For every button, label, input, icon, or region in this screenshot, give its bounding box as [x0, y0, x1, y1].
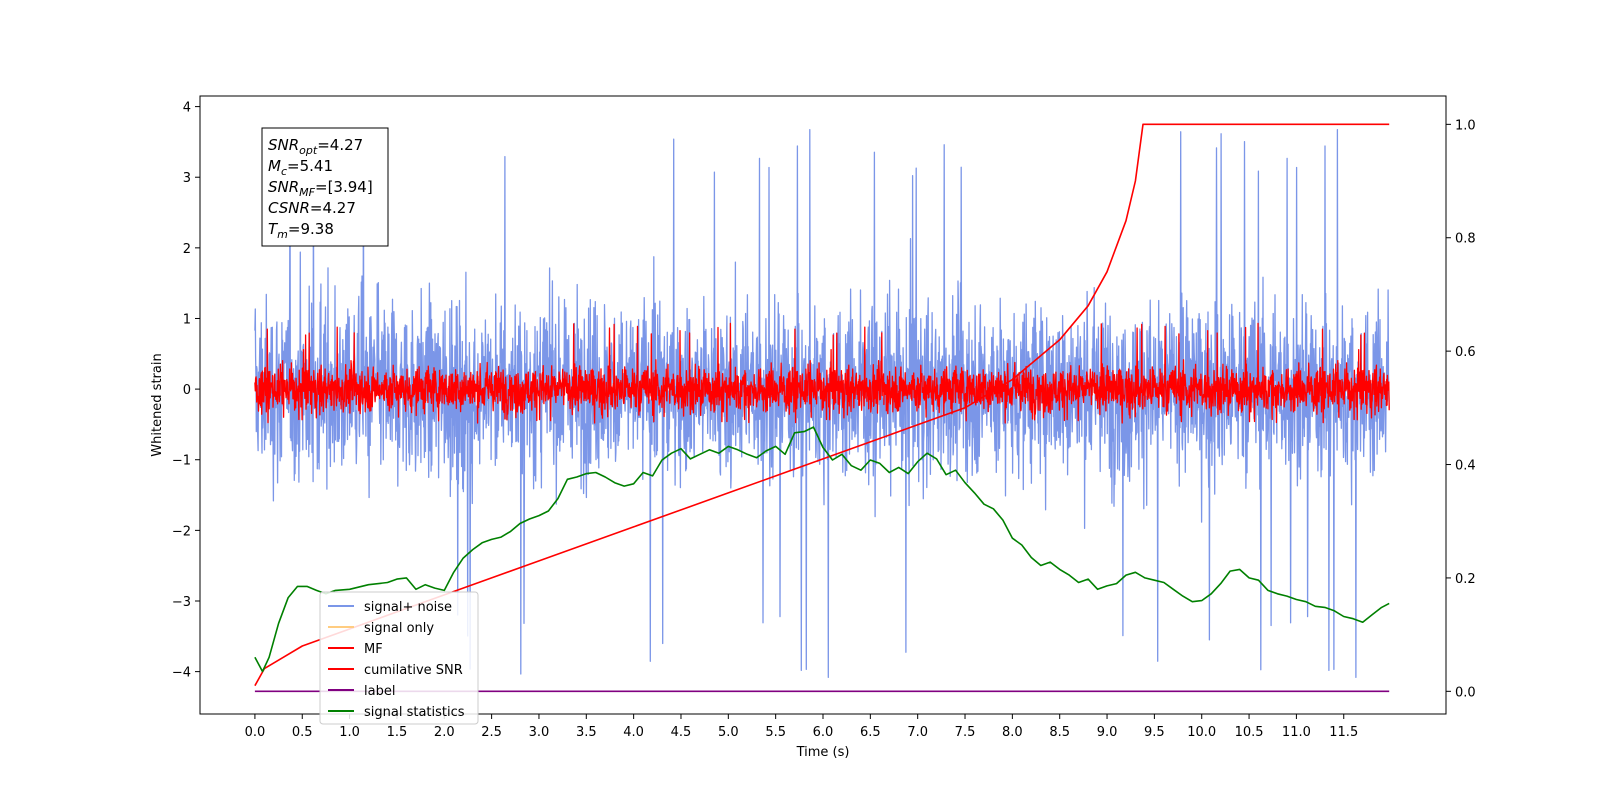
x-tick-label: 5.5: [765, 725, 786, 740]
series-line-5: [254, 426, 1390, 673]
x-tick-label: 5.0: [718, 725, 739, 740]
annotation-line: CSNR=4.27: [268, 199, 356, 217]
annotation-value: =5.41: [287, 157, 333, 175]
x-tick-label: 0.5: [292, 725, 313, 740]
x-tick-label: 2.0: [434, 725, 455, 740]
annotation-subscript: c: [281, 165, 287, 178]
x-tick-label: 9.5: [1144, 725, 1165, 740]
y-axis-label: Whitened strain: [150, 353, 165, 456]
x-tick-label: 8.5: [1049, 725, 1070, 740]
legend-entry: signal only: [364, 621, 434, 636]
legend-entry: label: [364, 684, 395, 699]
annotation-symbol: SNR: [268, 136, 299, 154]
annotation-value: =9.38: [288, 220, 334, 238]
annotation-line: Tm=9.38: [268, 220, 334, 241]
y-tick-label: −4: [172, 666, 191, 681]
annotation-subscript: opt: [299, 144, 318, 157]
x-tick-label: 11.5: [1329, 725, 1358, 740]
y-tick-label: 3: [183, 171, 191, 186]
legend-entry: signal+ noise: [364, 600, 452, 615]
y2-tick-label: 0.8: [1455, 232, 1476, 247]
x-tick-label: 6.5: [860, 725, 881, 740]
y2-tick-label: 0.4: [1455, 459, 1476, 474]
x-tick-label: 8.0: [1002, 725, 1023, 740]
annotation-line: Mc=5.41: [268, 157, 333, 178]
y-tick-label: 0: [183, 383, 191, 398]
x-tick-label: 4.5: [671, 725, 692, 740]
x-tick-label: 1.0: [339, 725, 360, 740]
y-tick-label: 4: [183, 101, 191, 116]
y2-tick-label: 0.2: [1455, 572, 1476, 587]
y2-tick-label: 1.0: [1455, 118, 1476, 133]
annotation-value: =[3.94]: [315, 178, 373, 196]
y-tick-label: 1: [183, 312, 191, 327]
x-tick-label: 7.5: [955, 725, 976, 740]
y-tick-label: 2: [183, 242, 191, 257]
annotation-symbol: CSNR: [268, 199, 310, 217]
x-axis-label: Time (s): [796, 745, 850, 760]
y-axis-right: 0.0 0.2 0.4 0.6 0.8 1.0: [1446, 118, 1476, 700]
x-tick-label: 4.0: [623, 725, 644, 740]
x-tick-label: 9.0: [1097, 725, 1118, 740]
annotation-box: SNRopt=4.27Mc=5.41SNRMF=[3.94]CSNR=4.27T…: [261, 127, 389, 247]
x-tick-label: 11.0: [1282, 725, 1311, 740]
x-tick-label: 1.5: [387, 725, 408, 740]
annotation-line: SNRMF=[3.94]: [268, 178, 373, 199]
legend-entry: cumilative SNR: [364, 663, 463, 678]
legend: signal+ noise signal only MF cumilative SNR…: [319, 591, 479, 725]
y-axis-left: −4 −3 −2 −1 0 1 2 3 4: [172, 101, 200, 681]
series-line-2: [254, 322, 1390, 424]
legend-entry: MF: [364, 642, 383, 657]
y-tick-label: −2: [172, 524, 191, 539]
x-tick-label: 2.5: [481, 725, 502, 740]
legend-entry: signal statistics: [364, 705, 465, 720]
x-tick-label: 6.0: [813, 725, 834, 740]
annotation-symbol: SNR: [268, 178, 299, 196]
annotation-value: =4.27: [310, 199, 356, 217]
y-tick-label: −3: [172, 595, 191, 610]
x-tick-label: 3.5: [576, 725, 597, 740]
annotation-subscript: m: [277, 228, 288, 241]
x-tick-label: 7.0: [907, 725, 928, 740]
y2-tick-label: 0.0: [1455, 685, 1476, 700]
x-tick-label: 10.0: [1187, 725, 1216, 740]
y2-tick-label: 0.6: [1455, 345, 1476, 360]
annotation-symbol: T: [268, 220, 279, 238]
x-tick-label: 10.5: [1235, 725, 1264, 740]
x-tick-label: 0.0: [245, 725, 266, 740]
annotation-line: SNRopt=4.27: [268, 136, 363, 157]
annotation-symbol: M: [268, 157, 281, 175]
annotation-subscript: MF: [299, 186, 315, 199]
x-tick-label: 3.0: [529, 725, 550, 740]
annotation-frame: [261, 127, 389, 247]
y-tick-label: −1: [172, 454, 191, 469]
legend-frame: [319, 591, 479, 725]
x-axis: 0.0 0.5 1.0 1.5 2.0 2.5 3.0 3.5 4.0 4.5 5.0 5.5 6.0 6…: [245, 714, 1358, 740]
annotation-value: =4.27: [317, 136, 363, 154]
